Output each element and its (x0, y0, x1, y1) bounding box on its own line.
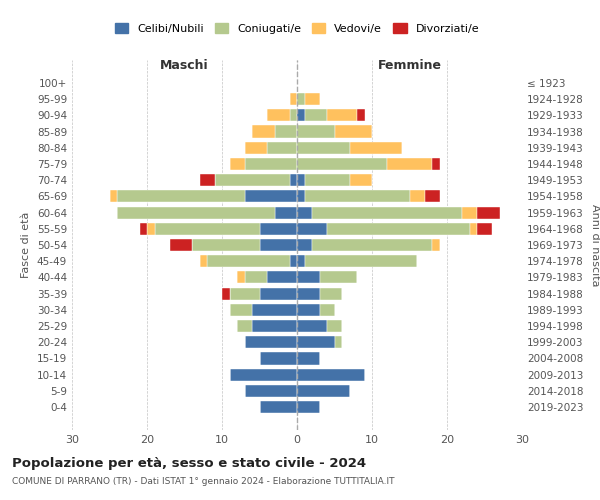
Bar (297, 109, 305, 122)
Bar (297, 93, 305, 105)
Bar (312, 206, 462, 218)
Bar (275, 206, 297, 218)
Bar (237, 320, 252, 332)
Bar (462, 206, 477, 218)
Bar (297, 320, 327, 332)
Bar (320, 272, 357, 283)
Bar (349, 142, 402, 154)
Bar (297, 368, 365, 381)
Bar (349, 174, 372, 186)
Y-axis label: Fasce di età: Fasce di età (22, 212, 31, 278)
Bar (199, 174, 215, 186)
Bar (432, 239, 439, 251)
Bar (305, 255, 417, 268)
Bar (432, 158, 439, 170)
Bar (245, 385, 297, 397)
Bar (297, 222, 327, 235)
Bar (305, 174, 349, 186)
Bar (320, 304, 335, 316)
Bar (222, 288, 229, 300)
Bar (245, 190, 297, 202)
Bar (267, 142, 297, 154)
Bar (290, 255, 297, 268)
Bar (477, 222, 492, 235)
Text: Maschi: Maschi (160, 58, 209, 71)
Bar (297, 190, 305, 202)
Bar (117, 190, 245, 202)
Bar (245, 336, 297, 348)
Bar (267, 109, 290, 122)
Bar (229, 158, 245, 170)
Bar (117, 206, 275, 218)
Y-axis label: Anni di nascita: Anni di nascita (590, 204, 600, 286)
Bar (260, 222, 297, 235)
Bar (245, 272, 267, 283)
Bar (297, 206, 312, 218)
Bar (297, 304, 320, 316)
Bar (470, 222, 477, 235)
Bar (327, 109, 357, 122)
Bar (297, 174, 305, 186)
Bar (260, 288, 297, 300)
Bar (260, 401, 297, 413)
Bar (297, 126, 335, 138)
Bar (267, 272, 297, 283)
Legend: Celibi/Nubili, Coniugati/e, Vedovi/e, Divorziati/e: Celibi/Nubili, Coniugati/e, Vedovi/e, Di… (109, 18, 485, 40)
Bar (305, 190, 409, 202)
Bar (199, 255, 207, 268)
Bar (297, 272, 320, 283)
Bar (252, 320, 297, 332)
Bar (297, 401, 320, 413)
Bar (425, 190, 439, 202)
Bar (192, 239, 260, 251)
Bar (297, 336, 335, 348)
Bar (305, 93, 320, 105)
Bar (260, 352, 297, 364)
Bar (297, 158, 387, 170)
Bar (290, 174, 297, 186)
Text: Popolazione per età, sesso e stato civile - 2024: Popolazione per età, sesso e stato civil… (12, 458, 366, 470)
Bar (170, 239, 192, 251)
Bar (297, 239, 312, 251)
Text: Femmine: Femmine (377, 58, 442, 71)
Bar (290, 93, 297, 105)
Bar (409, 190, 425, 202)
Bar (147, 222, 155, 235)
Bar (327, 222, 470, 235)
Bar (335, 336, 342, 348)
Bar (245, 158, 297, 170)
Bar (229, 288, 260, 300)
Bar (245, 142, 267, 154)
Bar (477, 206, 499, 218)
Bar (252, 126, 275, 138)
Bar (275, 126, 297, 138)
Bar (297, 385, 349, 397)
Bar (207, 255, 290, 268)
Text: COMUNE DI PARRANO (TR) - Dati ISTAT 1° gennaio 2024 - Elaborazione TUTTITALIA.IT: COMUNE DI PARRANO (TR) - Dati ISTAT 1° g… (12, 478, 395, 486)
Bar (305, 109, 327, 122)
Bar (290, 109, 297, 122)
Bar (139, 222, 147, 235)
Bar (335, 126, 372, 138)
Bar (229, 304, 252, 316)
Bar (215, 174, 290, 186)
Bar (229, 368, 297, 381)
Bar (297, 288, 320, 300)
Bar (327, 320, 342, 332)
Bar (297, 255, 305, 268)
Bar (387, 158, 432, 170)
Bar (260, 239, 297, 251)
Bar (252, 304, 297, 316)
Bar (357, 109, 365, 122)
Bar (155, 222, 260, 235)
Bar (312, 239, 432, 251)
Bar (297, 142, 349, 154)
Bar (297, 352, 320, 364)
Bar (237, 272, 245, 283)
Bar (320, 288, 342, 300)
Bar (110, 190, 117, 202)
